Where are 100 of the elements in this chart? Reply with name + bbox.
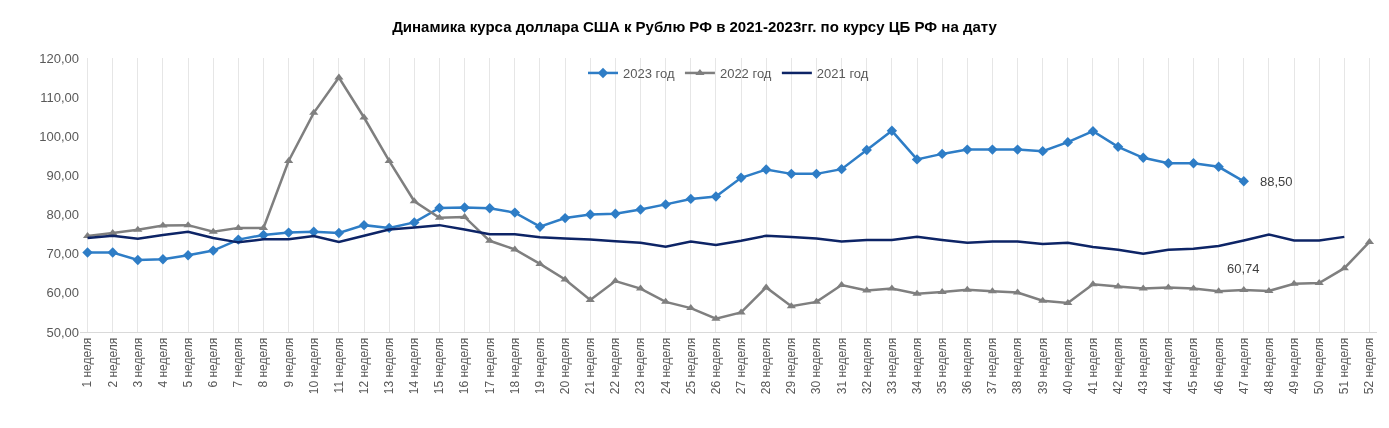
x-tick-label: 40 неделя (1060, 337, 1075, 395)
x-tick-label: 12 неделя (356, 337, 371, 395)
x-tick-label: 29 неделя (784, 337, 799, 395)
x-tick-label: 36 неделя (960, 337, 975, 395)
point (836, 163, 847, 175)
x-tick-label: 34 неделя (909, 337, 924, 395)
point (1087, 126, 1099, 137)
legend-label: 2021 год (816, 66, 869, 82)
point (1038, 296, 1048, 303)
point (1238, 176, 1249, 187)
chart-title: Динамика курса доллара США к Рублю РФ в 2021-2023гг. по курсу ЦБ РФ на дату (392, 17, 998, 35)
point (1163, 158, 1174, 169)
point (384, 156, 394, 163)
point (861, 144, 872, 156)
x-tick-label: 2 неделя (105, 337, 120, 388)
x-tick-label: 3 неделя (130, 337, 145, 388)
x-tick-label: 42 неделя (1111, 337, 1125, 395)
point (987, 144, 998, 155)
x-tick-label: 43 неделя (1136, 337, 1151, 395)
x-tick-label: 18 неделя (507, 337, 522, 395)
point (585, 295, 595, 302)
y-tick-label: 110,00 (40, 89, 79, 105)
x-tick-label: 35 неделя (935, 337, 950, 395)
point (333, 227, 345, 239)
x-tick-label: 24 неделя (658, 337, 673, 395)
point (912, 289, 922, 296)
point (233, 223, 243, 230)
x-tick-label: 39 неделя (1035, 337, 1050, 395)
x-tick-label: 23 неделя (633, 337, 648, 395)
point (484, 203, 495, 214)
point (1062, 136, 1074, 148)
point (434, 202, 445, 214)
point (358, 219, 370, 231)
x-tick-label: 31 неделя (834, 337, 849, 395)
x-tick-label: 1 неделя (80, 337, 95, 388)
point (962, 144, 973, 155)
x-tick-label: 16 неделя (457, 337, 472, 395)
annotation: 60,74 (1227, 261, 1260, 276)
point (283, 227, 294, 238)
point (686, 304, 696, 311)
x-tick-label: 22 неделя (608, 337, 623, 395)
point (208, 227, 218, 234)
point (157, 253, 169, 265)
point (108, 228, 118, 235)
point (1037, 145, 1048, 157)
x-tick-label: 20 неделя (558, 337, 573, 395)
x-tick-label: 50 неделя (1312, 337, 1327, 395)
point (183, 221, 193, 228)
x-tick-label: 5 неделя (180, 337, 195, 388)
point (936, 148, 948, 160)
point (862, 286, 872, 293)
point (711, 314, 721, 321)
point (937, 288, 947, 295)
x-tick-label: 49 неделя (1286, 337, 1301, 395)
x-tick-label: 33 неделя (884, 337, 899, 395)
x-tick-label: 7 неделя (231, 337, 246, 388)
point (1213, 161, 1224, 173)
x-tick-label: 6 неделя (206, 337, 221, 388)
point (182, 250, 194, 261)
point (710, 191, 722, 202)
point (1112, 141, 1124, 153)
y-tick-label: 90,00 (46, 167, 79, 183)
legend-label: 2023 год (623, 66, 675, 82)
point (1012, 144, 1023, 155)
legend-label: 2022 год (719, 66, 772, 82)
point (107, 247, 118, 258)
x-tick-label: 48 неделя (1261, 337, 1276, 395)
x-tick-label: 26 неделя (708, 337, 723, 395)
point (359, 113, 369, 120)
point (685, 193, 696, 205)
point (911, 154, 923, 165)
point (309, 108, 319, 115)
x-tick-label: 15 неделя (432, 337, 447, 395)
x-tick-label: 4 неделя (155, 337, 170, 388)
x-tick-label: 37 неделя (985, 337, 1000, 395)
x-tick-label: 51 неделя (1337, 337, 1352, 395)
x-tick-label: 17 неделя (482, 337, 497, 395)
x-tick-label: 10 неделя (306, 337, 321, 395)
x-tick-label: 46 неделя (1211, 337, 1226, 395)
x-tick-label: 21 неделя (583, 337, 598, 395)
point (610, 208, 621, 219)
point (660, 199, 671, 210)
point (509, 207, 521, 218)
y-tick-label: 100,00 (39, 128, 79, 144)
point (133, 225, 143, 232)
x-tick-label: 38 неделя (1010, 337, 1025, 395)
point (735, 172, 747, 183)
x-tick-label: 52 неделя (1362, 337, 1377, 395)
point (1138, 152, 1149, 164)
point (82, 247, 93, 258)
x-tick-label: 8 неделя (256, 337, 271, 388)
point (334, 73, 344, 80)
point (308, 226, 319, 237)
point (761, 164, 772, 175)
point (1264, 286, 1274, 293)
x-tick-label: 45 неделя (1186, 337, 1201, 395)
point (811, 168, 822, 180)
point (409, 217, 420, 228)
point (886, 125, 898, 137)
point (786, 168, 797, 180)
